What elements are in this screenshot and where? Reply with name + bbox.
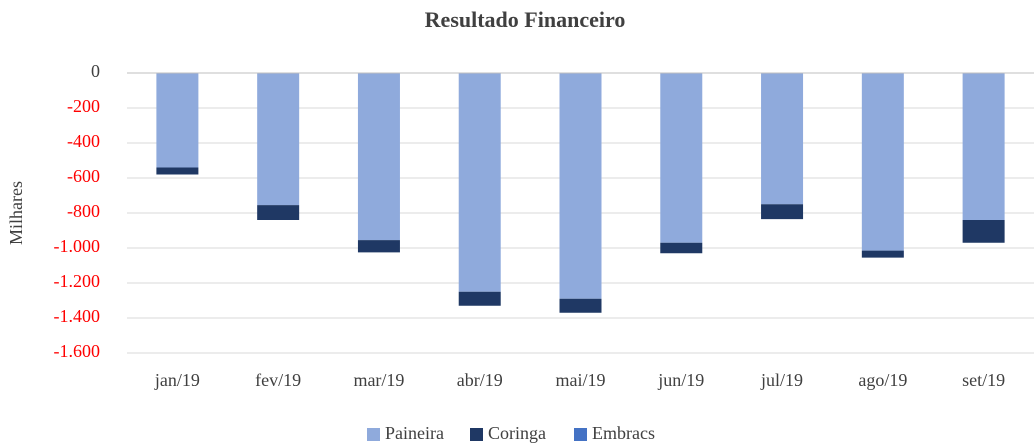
x-tick-label: fev/19 [255, 370, 301, 390]
chart-title: Resultado Financeiro [425, 7, 626, 32]
y-axis-label: Milhares [6, 181, 26, 245]
legend-swatch [470, 428, 483, 441]
bar-segment [257, 73, 300, 206]
y-tick-label: -200 [67, 96, 100, 116]
bar-segment [156, 73, 199, 168]
x-tick-label: mar/19 [353, 370, 404, 390]
bar-segment [660, 73, 703, 243]
legend-label: Embracs [592, 423, 655, 443]
bar-segment [761, 204, 804, 220]
bar-segment [156, 167, 199, 175]
bar-segment [257, 205, 300, 220]
bar-segment [357, 240, 400, 253]
y-tick-label: -400 [67, 131, 100, 151]
x-tick-label: mai/19 [556, 370, 606, 390]
x-tick-label: jan/19 [154, 370, 200, 390]
bar-segment [962, 220, 1005, 243]
bar-segment [458, 73, 501, 292]
x-tick-label: jun/19 [657, 370, 704, 390]
legend-label: Paineira [385, 423, 444, 443]
y-tick-label: 0 [91, 61, 100, 81]
y-tick-label: -1.000 [54, 236, 101, 256]
x-tick-label: jul/19 [760, 370, 803, 390]
bar-segment [357, 73, 400, 241]
legend-swatch [574, 428, 587, 441]
x-tick-label: abr/19 [457, 370, 503, 390]
legend-swatch [367, 428, 380, 441]
bar-segment [962, 73, 1005, 220]
bar-segment [559, 298, 602, 313]
bar-segment [559, 73, 602, 299]
y-tick-label: -1.400 [54, 306, 101, 326]
y-tick-label: -1.600 [54, 341, 101, 361]
y-tick-label: -1.200 [54, 271, 101, 291]
bar-segment [761, 73, 804, 205]
bar-segment [660, 242, 703, 254]
y-tick-label: -800 [67, 201, 100, 221]
x-tick-label: ago/19 [858, 370, 907, 390]
bar-segment [861, 73, 904, 251]
bar-segment [861, 250, 904, 258]
y-tick-label: -600 [67, 166, 100, 186]
legend-label: Coringa [488, 423, 546, 443]
bar-segment [458, 291, 501, 306]
x-tick-label: set/19 [962, 370, 1005, 390]
